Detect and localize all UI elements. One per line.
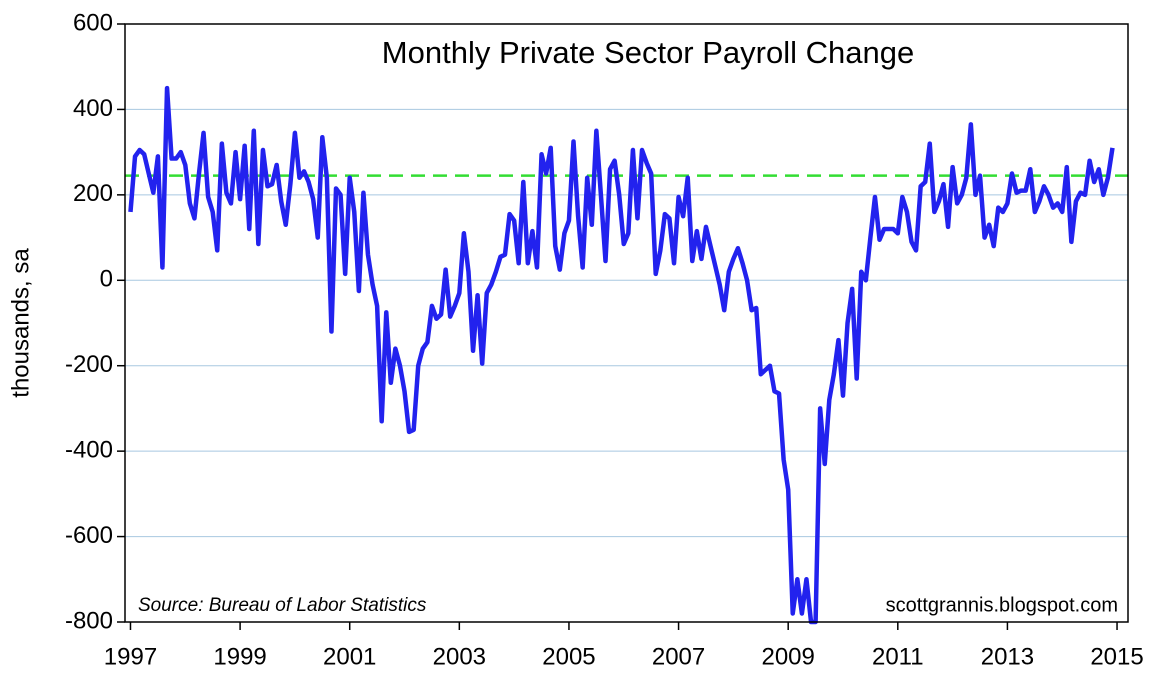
plot xyxy=(125,85,1128,625)
x-tick-label: 1999 xyxy=(213,643,266,670)
x-tick-label: 2011 xyxy=(872,643,924,670)
x-tick-label: 2003 xyxy=(433,643,486,670)
y-tick-label: 600 xyxy=(73,9,113,36)
plot-frame xyxy=(124,23,1129,623)
chart-title: Monthly Private Sector Payroll Change xyxy=(382,35,914,70)
y-tick-label: -200 xyxy=(65,351,113,378)
x-tick-label: 2013 xyxy=(981,643,1034,670)
x-tick-label: 2015 xyxy=(1090,643,1143,670)
grid xyxy=(125,23,1128,623)
x-tick-label: 2009 xyxy=(761,643,814,670)
watermark: scottgrannis.blogspot.com xyxy=(886,594,1118,616)
ticks: -800 -600 -400 -200 0 200 400 600 1997 1999 2001 20… xyxy=(65,9,1144,670)
source-note: Source: Bureau of Labor Statistics xyxy=(138,595,427,616)
y-tick-label: -400 xyxy=(65,436,113,463)
x-tick-label: 2005 xyxy=(542,643,595,670)
y-tick-label: -800 xyxy=(65,607,113,634)
x-tick-label: 1997 xyxy=(104,643,157,670)
x-tick-label: 2007 xyxy=(652,643,705,670)
y-tick-label: 400 xyxy=(73,95,113,122)
y-axis-label: thousands, sa xyxy=(7,248,34,398)
data-line xyxy=(128,85,1115,625)
y-tick-label: 0 xyxy=(100,266,113,293)
y-tick-label: 200 xyxy=(73,180,113,207)
x-tick-label: 2001 xyxy=(323,643,376,670)
y-tick-label: -600 xyxy=(65,522,113,549)
